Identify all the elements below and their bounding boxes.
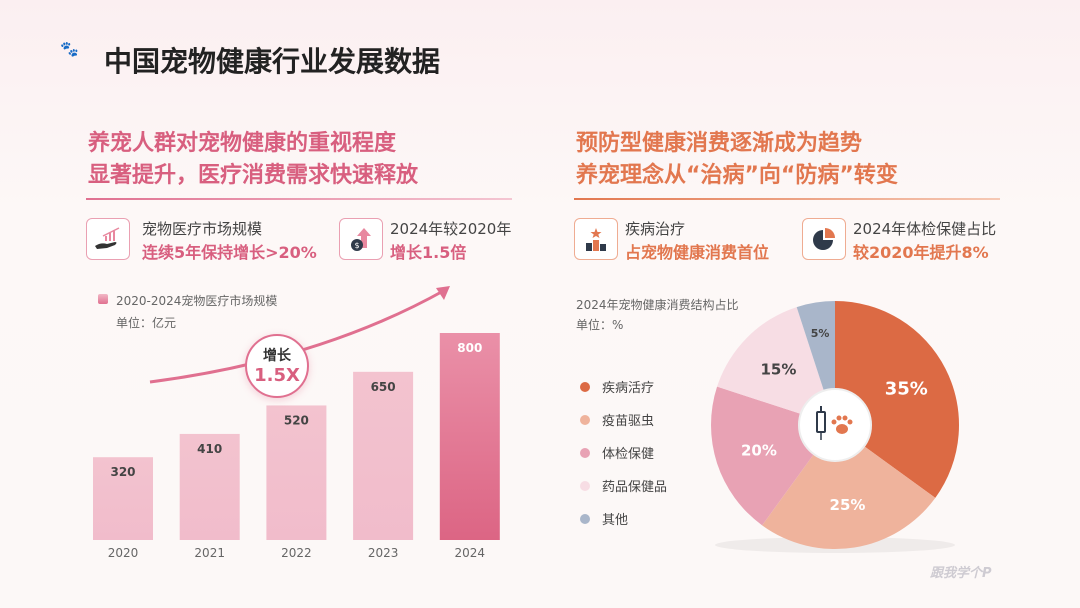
legend-item: 药品保健品: [580, 476, 667, 495]
bar-chart: 320 2020 410 2021 520 2022 650 2023 800 2024: [93, 286, 500, 560]
legend-item: 疾病活疗: [580, 377, 654, 396]
legend-dot: [580, 381, 590, 392]
x-tick-label: 2023: [368, 546, 399, 560]
pie-slice-1: [762, 425, 936, 549]
bar-2023: [353, 371, 414, 540]
bar-2024: [439, 333, 500, 540]
x-tick-label: 2020: [108, 546, 139, 560]
bar-2020: [93, 457, 153, 540]
bar-chart-unit: 单位：亿元: [116, 316, 177, 330]
svg-text:$: $: [354, 241, 359, 250]
left-card-1: 宠物医疗市场规模 连续5年保持增长>20%: [142, 218, 317, 263]
legend-dot: [580, 414, 590, 425]
pie-value-label: 35%: [885, 379, 928, 400]
legend-label: 其他: [602, 513, 629, 528]
card-label: 2024年体检保健占比: [853, 220, 997, 238]
pie-slice-0: [835, 301, 959, 498]
podium-star-icon: [574, 218, 618, 260]
x-tick-label: 2022: [281, 546, 312, 560]
pie-chart-unit: 单位：%: [576, 318, 624, 332]
pie-value-label: 15%: [760, 360, 796, 378]
legend-dot: [580, 513, 590, 524]
bar-value-label: 800: [457, 341, 482, 355]
left-headline-line: 显著提升，医疗消费需求快速释放: [88, 163, 419, 188]
bar-2022: [266, 405, 327, 540]
legend-dot: [580, 447, 590, 458]
paw-icon: 🐾: [60, 40, 79, 58]
card-highlight: 占宠物健康消费首位: [625, 243, 770, 262]
legend-label: 疫苗驱虫: [602, 414, 655, 429]
growth-badge: 增长 1.5X: [245, 334, 309, 398]
left-card-2: 2024年较2020年 增长1.5倍: [390, 218, 511, 263]
left-divider: [86, 198, 512, 200]
right-card-2: 2024年体检保健占比 较2020年提升8%: [853, 218, 996, 263]
hand-growth-chart-icon: [86, 218, 130, 260]
right-headline-line: 预防型健康消费逐渐成为趋势: [576, 131, 863, 156]
bar-chart-title: 2020-2024宠物医疗市场规模: [116, 294, 278, 308]
legend-item: 体检保健: [580, 443, 654, 462]
card-highlight: 增长1.5倍: [390, 243, 467, 262]
pie-value-label: 25%: [830, 496, 866, 514]
pie-center: [798, 388, 872, 462]
pie-chart-title: 2024年宠物健康消费结构占比: [576, 298, 739, 312]
card-label: 宠物医疗市场规模: [142, 220, 263, 238]
right-card-1: 疾病治疗 占宠物健康消费首位: [625, 218, 769, 263]
legend-item: 其他: [580, 509, 628, 528]
left-headline: 养宠人群对宠物健康的重视程度 显著提升，医疗消费需求快速释放: [88, 128, 418, 192]
x-tick-label: 2021: [194, 546, 225, 560]
bar-legend-swatch: [98, 294, 108, 304]
legend-label: 药品保健品: [602, 480, 668, 495]
bar-value-label: 320: [110, 465, 135, 479]
syringe-paw-icon: [816, 406, 853, 440]
bar-2021: [179, 433, 240, 540]
pie-chart-icon: [802, 218, 846, 260]
card-label: 2024年较2020年: [390, 220, 512, 238]
pie-value-label: 20%: [741, 442, 777, 460]
x-tick-label: 2024: [455, 546, 486, 560]
card-label: 疾病治疗: [625, 220, 686, 238]
card-highlight: 连续5年保持增长>20%: [142, 243, 317, 262]
pie-slice-3: [717, 307, 835, 425]
bar-value-label: 410: [197, 442, 222, 456]
right-divider: [574, 198, 1000, 200]
legend-label: 疾病活疗: [602, 381, 655, 396]
bar-value-label: 650: [371, 380, 396, 394]
page-title: 中国宠物健康行业发展数据: [104, 45, 441, 78]
coin-arrow-up-icon: $: [339, 218, 383, 260]
badge-line1: 增长: [263, 348, 291, 364]
right-headline: 预防型健康消费逐渐成为趋势 养宠理念从“治病”向“防病”转变: [576, 128, 898, 192]
pie-chart: 35% 25% 20% 15% 5%: [711, 301, 959, 553]
pie-value-label: 5%: [811, 327, 830, 340]
card-highlight: 较2020年提升8%: [853, 243, 989, 262]
watermark: 跟我学个P: [930, 566, 992, 581]
legend-dot: [580, 480, 590, 491]
badge-line2: 1.5X: [254, 365, 300, 386]
right-headline-line: 养宠理念从“治病”向“防病”转变: [576, 163, 898, 188]
bar-value-label: 520: [284, 413, 309, 427]
left-headline-line: 养宠人群对宠物健康的重视程度: [88, 131, 397, 156]
legend-item: 疫苗驱虫: [580, 410, 654, 429]
growth-arrow: [149, 288, 446, 384]
growth-arrow-head: [436, 286, 450, 300]
legend-label: 体检保健: [602, 447, 655, 462]
